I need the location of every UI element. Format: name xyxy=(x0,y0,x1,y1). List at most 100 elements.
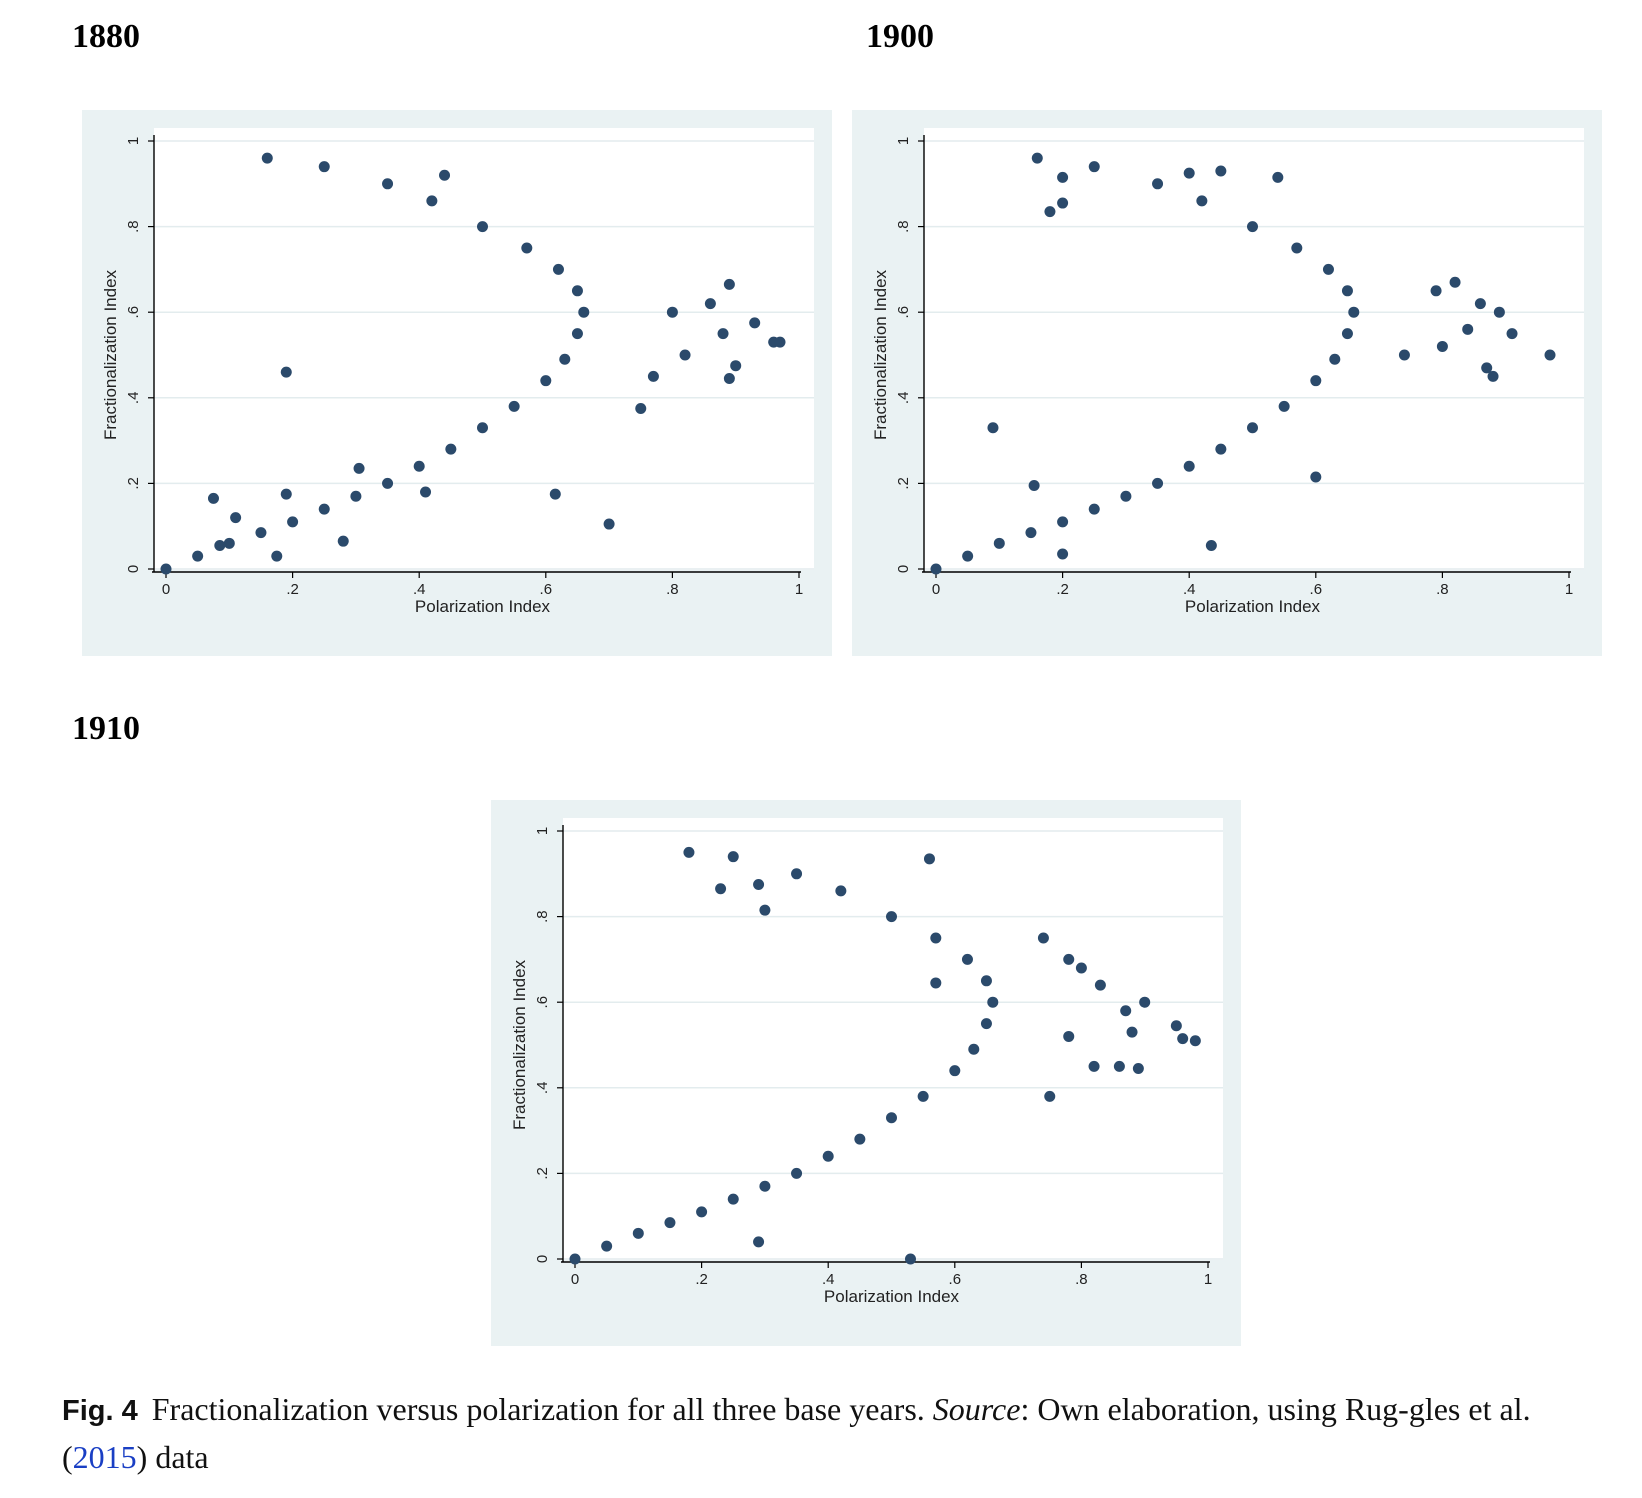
scatter-point xyxy=(1278,400,1290,412)
scatter-point xyxy=(382,178,394,190)
scatter-point xyxy=(917,1090,929,1102)
scatter-point xyxy=(1291,242,1303,254)
scatter-point xyxy=(1493,306,1505,318)
plot-area xyxy=(154,128,814,570)
scatter-point xyxy=(1075,962,1087,974)
scatter-point xyxy=(1310,375,1322,387)
scatter-point xyxy=(1247,221,1258,233)
scatter-point xyxy=(1177,1033,1189,1045)
scatter-point xyxy=(759,904,771,916)
scatter-point xyxy=(723,373,735,385)
scatter-point xyxy=(749,317,761,329)
scatter-point xyxy=(1183,460,1195,472)
scatter-point xyxy=(696,1206,708,1218)
scatter-point xyxy=(382,477,394,489)
scatter-point xyxy=(717,328,729,340)
scatter-point xyxy=(1196,195,1208,207)
x-tick-label: 0 xyxy=(162,581,170,598)
scatter-point xyxy=(1132,1063,1144,1075)
scatter-point xyxy=(1028,480,1040,492)
scatter-point xyxy=(1189,1035,1201,1047)
scatter-point xyxy=(552,263,564,275)
scatter-chart-svg: 0 .2 .4 .6 .8 1 0 .2 .4 .6 .8 1 Polarization Index Fr… xyxy=(871,128,1584,616)
scatter-point xyxy=(664,1217,676,1229)
caption-source-word: Source xyxy=(932,1391,1021,1427)
x-tick-label: 0 xyxy=(932,581,940,598)
scatter-point xyxy=(1170,1020,1182,1032)
scatter-point xyxy=(753,879,765,890)
scatter-point xyxy=(1487,370,1499,382)
scatter-point xyxy=(1310,471,1322,483)
x-tick-label: 1 xyxy=(1204,1271,1212,1288)
scatter-point xyxy=(1205,539,1217,551)
scatter-point xyxy=(287,516,299,528)
scatter-point xyxy=(632,1227,644,1239)
scatter-point xyxy=(1481,362,1493,374)
scatter-point xyxy=(255,527,267,539)
x-tick-label: 1 xyxy=(795,581,803,598)
y-tick-label: .2 xyxy=(125,477,142,490)
y-tick-label: .6 xyxy=(125,306,142,319)
caption-text-end: ) data xyxy=(136,1439,209,1475)
scatter-point xyxy=(961,953,973,965)
scatter-point xyxy=(727,851,739,863)
y-tick-label: 0 xyxy=(895,565,912,573)
scatter-point xyxy=(886,911,897,923)
y-axis-title: Fractionalization Index xyxy=(101,269,120,440)
scatter-point xyxy=(987,422,999,434)
scatter-point xyxy=(280,488,292,500)
scatter-point xyxy=(280,366,292,378)
y-tick-label: .6 xyxy=(534,996,551,1009)
plot-area xyxy=(924,128,1584,570)
scatter-point xyxy=(822,1150,834,1162)
scatter-point xyxy=(980,975,992,987)
scatter-point xyxy=(508,400,520,412)
x-tick-label: .8 xyxy=(1436,581,1449,598)
y-tick-label: .4 xyxy=(534,1082,551,1095)
scatter-point xyxy=(318,503,330,515)
scatter-point xyxy=(271,550,283,562)
scatter-point xyxy=(759,1180,771,1192)
y-tick-label: .8 xyxy=(895,220,912,233)
scatter-point xyxy=(1430,285,1442,297)
scatter-point xyxy=(1120,490,1132,502)
y-tick-label: 1 xyxy=(534,827,551,835)
scatter-panel-1880: 0 .2 .4 .6 .8 1 0 .2 .4 .6 .8 1 Polarization Index Fr… xyxy=(82,110,832,656)
x-tick-label: .2 xyxy=(1056,581,1069,598)
scatter-point xyxy=(1247,422,1258,434)
x-tick-label: .8 xyxy=(1075,1271,1088,1288)
y-tick-label: 1 xyxy=(895,137,912,145)
x-tick-label: .6 xyxy=(949,1271,962,1288)
scatter-point xyxy=(559,353,571,365)
scatter-point xyxy=(571,328,583,340)
scatter-point xyxy=(1348,306,1360,318)
scatter-point xyxy=(230,512,242,524)
scatter-point xyxy=(635,403,647,414)
scatter-point xyxy=(1183,167,1195,179)
scatter-point xyxy=(904,1253,916,1265)
scatter-panel-1910: 0 .2 .4 .6 .8 1 0 .2 .4 .6 .8 1 Polarization Index Fr… xyxy=(491,800,1241,1346)
scatter-point xyxy=(1329,353,1341,365)
scatter-point xyxy=(1063,953,1075,965)
scatter-point xyxy=(1398,349,1410,361)
caption-text-middle: : Own elaboration, using Rug-gles et al.… xyxy=(62,1391,1531,1475)
scatter-point xyxy=(1057,516,1069,528)
scatter-point xyxy=(774,336,786,348)
citation-year-link[interactable]: 2015 xyxy=(72,1439,137,1475)
scatter-point xyxy=(1057,548,1069,560)
y-tick-label: .8 xyxy=(534,910,551,923)
scatter-point xyxy=(1474,298,1486,310)
scatter-point xyxy=(1120,1005,1132,1017)
scatter-point xyxy=(962,550,974,562)
scatter-point xyxy=(1063,1030,1075,1042)
scatter-point xyxy=(993,537,1005,549)
scatter-point xyxy=(1272,171,1284,183)
scatter-point xyxy=(1094,979,1106,991)
scatter-point xyxy=(730,360,742,372)
scatter-point xyxy=(439,169,451,181)
scatter-point xyxy=(426,195,438,207)
scatter-point xyxy=(337,535,349,547)
scatter-point xyxy=(192,550,204,562)
scatter-point xyxy=(987,996,999,1008)
scatter-point xyxy=(1462,323,1474,335)
